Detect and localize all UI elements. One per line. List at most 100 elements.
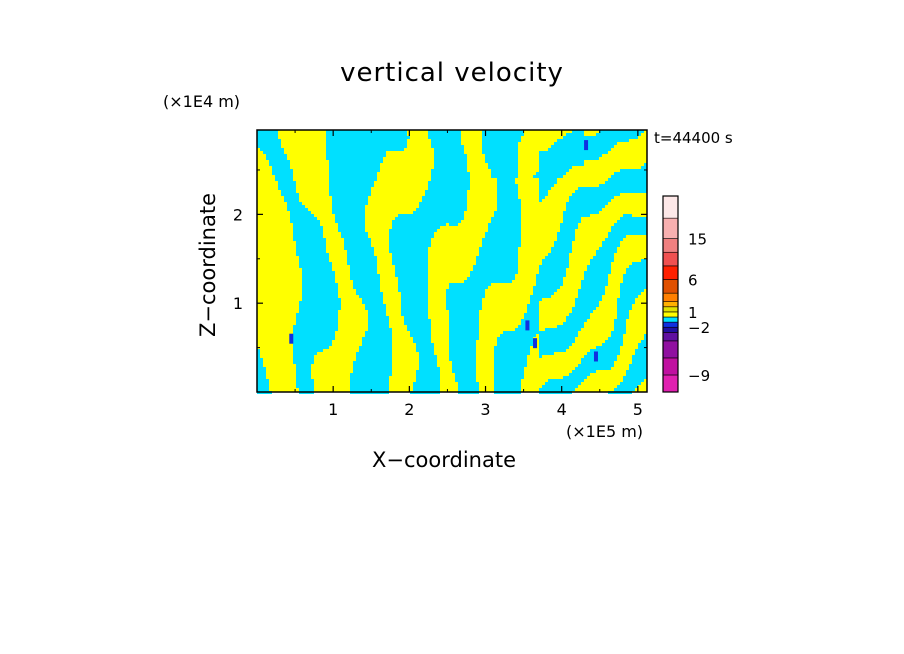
field-cyan-band xyxy=(299,310,629,313)
x-tick-label: 1 xyxy=(328,400,338,419)
field-cyan-band xyxy=(257,136,638,139)
colorbar-label: 6 xyxy=(688,272,698,290)
field-cyan-band xyxy=(293,235,626,238)
field-cyan-band xyxy=(299,307,632,310)
field-cyan-band xyxy=(302,274,647,277)
field-cyan-band xyxy=(293,331,626,334)
field-cyan-band xyxy=(296,322,626,325)
field-cyan-band xyxy=(302,277,647,280)
field-cyan-band xyxy=(257,352,647,355)
colorbar-segment xyxy=(662,238,679,253)
field-cyan-band xyxy=(257,349,647,352)
field-cyan-band xyxy=(296,319,626,322)
field-cyan-band xyxy=(281,190,647,193)
colorbar-segment xyxy=(662,340,679,359)
field-cyan-band xyxy=(293,238,623,241)
field-cyan-band xyxy=(302,268,647,271)
colorbar-segment xyxy=(662,217,679,239)
colorbar-frame xyxy=(662,195,679,393)
y-axis-multiplier: (×1E4 m) xyxy=(163,92,241,111)
field-cyan-band xyxy=(257,361,647,364)
x-tick-label: 2 xyxy=(404,400,414,419)
field-cyan-band xyxy=(287,208,602,211)
downdraft-spot xyxy=(593,351,598,362)
field-cyan-band xyxy=(296,253,614,256)
colorbar-segment xyxy=(662,195,679,219)
field-cyan-band xyxy=(257,373,647,376)
field-cyan-band xyxy=(296,244,620,247)
field-cyan-band xyxy=(287,205,605,208)
field-cyan-band xyxy=(293,334,647,337)
field-cyan-band xyxy=(299,301,635,304)
field-cyan-band xyxy=(290,211,599,214)
axis-ticks: 1 2 3 4 5 1 2 xyxy=(233,130,647,419)
downdraft-spot xyxy=(289,333,294,344)
field-cyan-band xyxy=(278,187,647,190)
x-axis-multiplier: (×1E5 m) xyxy=(566,422,644,441)
field-cyan-band xyxy=(272,166,647,169)
field-cyan-band xyxy=(257,364,647,367)
field-cyan-band xyxy=(299,256,614,259)
field-cyan-band xyxy=(278,184,647,187)
field-cyan-band xyxy=(302,298,635,301)
field-cyan-band xyxy=(293,325,626,328)
field-cyan-band xyxy=(299,265,647,268)
field-cyan-band xyxy=(257,133,641,136)
downdraft-spot xyxy=(584,140,589,151)
x-axis-label: X−coordinate xyxy=(372,448,516,472)
field-cyan-band xyxy=(293,328,626,331)
field-cyan-band xyxy=(290,217,647,220)
field-cyan-band xyxy=(269,160,584,163)
field-cyan-band xyxy=(260,148,611,151)
field-cyan-band xyxy=(257,385,638,388)
field-cyan-band xyxy=(293,337,647,340)
field-cyan-band xyxy=(281,193,620,196)
field-cyan-band xyxy=(296,316,629,319)
field-cyan-band xyxy=(257,379,644,382)
field-cyan-band xyxy=(302,283,647,286)
field-cyan-band xyxy=(269,163,647,166)
colorbar-segment xyxy=(662,265,679,280)
y-tick-label: 2 xyxy=(233,205,243,224)
y-tick-label: 1 xyxy=(233,294,243,313)
x-tick-label: 5 xyxy=(633,400,643,419)
field-cyan-band xyxy=(296,247,617,250)
field-cyan-band xyxy=(302,286,647,289)
colorbar-label: −2 xyxy=(688,319,710,337)
field-cyan-band xyxy=(290,214,632,217)
field-cyan-band xyxy=(257,139,629,142)
field-cyan-band xyxy=(275,178,647,181)
colorbar-segment xyxy=(662,279,679,294)
field-cyan-band xyxy=(257,355,647,358)
colorbar-segment xyxy=(662,311,679,318)
field-cyan-band xyxy=(266,154,602,157)
field-cyan-band xyxy=(257,358,647,361)
field-cyan-band xyxy=(293,223,647,226)
field-cyan-band xyxy=(296,250,617,253)
colorbar-segment xyxy=(662,374,679,393)
field-cyan-band xyxy=(263,151,608,154)
field-cyan-band xyxy=(293,229,647,232)
field-cyan-band xyxy=(296,241,620,244)
velocity-field xyxy=(257,130,647,394)
field-cyan-band xyxy=(302,280,647,283)
colorbar-segment xyxy=(662,321,679,328)
field-cyan-band xyxy=(302,271,647,274)
field-cyan-band xyxy=(284,196,614,199)
colorbar-segment xyxy=(662,332,679,342)
field-cyan-band xyxy=(293,340,647,343)
downdraft-spot xyxy=(533,338,538,349)
colorbar-segment xyxy=(662,316,679,323)
field-cyan-band xyxy=(257,382,641,385)
field-cyan-band xyxy=(278,181,647,184)
field-cyan-band xyxy=(293,232,647,235)
field-cyan-band xyxy=(257,142,617,145)
field-cyan-band xyxy=(302,295,638,298)
time-label: t=44400 s xyxy=(654,129,733,147)
field-cyan-band xyxy=(290,220,647,223)
field-cyan-band xyxy=(272,172,647,175)
downdraft-spot xyxy=(525,320,530,331)
field-cyan-band xyxy=(257,145,614,148)
field-cyan-band xyxy=(299,259,647,262)
field-cyan-band xyxy=(257,388,635,391)
